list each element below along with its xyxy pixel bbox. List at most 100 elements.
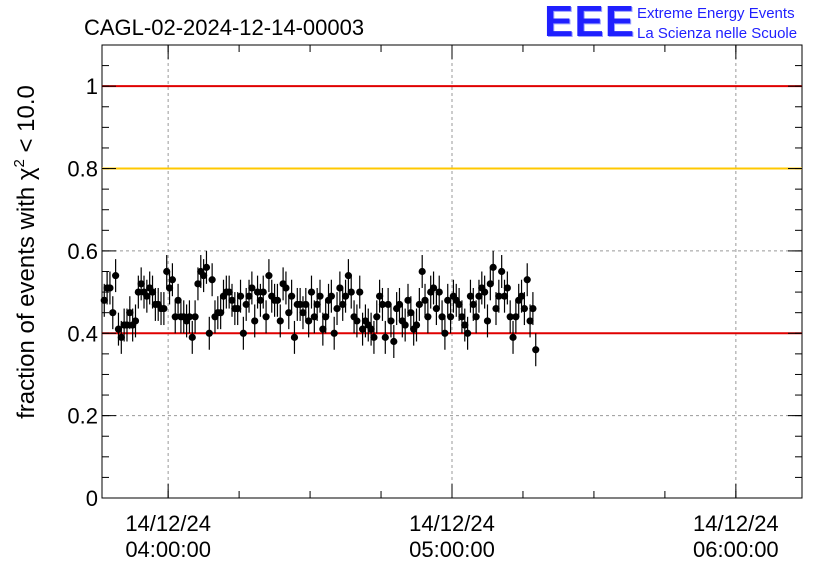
data-point (495, 292, 503, 300)
data-point (520, 304, 528, 313)
data-point (217, 309, 225, 317)
data-point (506, 313, 514, 321)
y-axis-label-prefix: fraction of events with (13, 180, 40, 419)
data-point (512, 313, 520, 321)
logo-line-2: La Scienza nelle Scuole (637, 25, 798, 42)
data-point (134, 288, 142, 296)
y-tick-label: 0.4 (67, 321, 98, 346)
data-point (390, 337, 398, 346)
data-point (288, 292, 296, 300)
y-tick-label: 0.6 (67, 239, 98, 264)
data-point (438, 313, 446, 321)
data-point (441, 329, 449, 337)
data-point (404, 296, 412, 304)
data-point (117, 333, 125, 341)
data-point (319, 325, 327, 333)
logo-line-1: Extreme Energy Events (637, 5, 795, 22)
data-point (370, 333, 378, 341)
y-axis-label-chi: χ (13, 167, 40, 180)
y-axis-label: fraction of events with χ2 < 10.0 (11, 85, 40, 419)
data-point (208, 276, 216, 284)
data-point (174, 296, 182, 304)
data-point (341, 292, 350, 300)
data-point (455, 300, 463, 309)
data-series (100, 250, 540, 367)
data-point (486, 280, 494, 288)
data-point (523, 276, 531, 284)
data-point (313, 300, 321, 309)
data-point (305, 317, 313, 325)
data-point (234, 304, 242, 313)
data-point (356, 288, 364, 296)
data-point (367, 325, 375, 333)
data-point (290, 333, 299, 341)
data-point (171, 313, 179, 321)
data-point (276, 317, 284, 325)
data-point (421, 296, 429, 304)
data-point (344, 272, 352, 280)
data-point (472, 313, 480, 321)
data-point (483, 317, 492, 325)
data-point (395, 300, 404, 309)
data-point (401, 321, 409, 329)
data-point (429, 284, 438, 292)
data-point (228, 296, 236, 304)
data-point (248, 284, 256, 292)
data-point (333, 304, 341, 313)
data-point (148, 288, 157, 296)
data-point (432, 304, 440, 313)
data-point (273, 296, 282, 304)
data-point (256, 296, 264, 304)
data-point (163, 267, 171, 276)
data-point (202, 263, 211, 271)
data-point (500, 292, 509, 300)
data-point (526, 317, 534, 325)
x-tick-time: 05:00:00 (409, 537, 495, 562)
data-point (464, 329, 472, 337)
data-point (126, 309, 134, 317)
data-point (327, 292, 335, 300)
data-point (253, 288, 262, 296)
data-point (239, 329, 247, 337)
data-point (200, 272, 208, 280)
y-tick-label: 0.2 (67, 404, 98, 429)
data-point (509, 333, 517, 341)
data-point (188, 333, 196, 341)
y-axis-label-suffix: < 10.0 (13, 85, 40, 159)
data-point (106, 284, 114, 292)
data-point (378, 300, 387, 309)
data-point (336, 284, 344, 292)
data-point (407, 309, 415, 317)
data-point (373, 313, 381, 321)
data-point (475, 292, 483, 300)
data-point (285, 309, 293, 317)
data-point (492, 304, 500, 313)
x-tick-date: 14/12/24 (125, 511, 211, 536)
data-point (165, 284, 174, 292)
data-point (205, 329, 213, 337)
data-point (376, 292, 384, 300)
data-point (310, 313, 318, 321)
data-point (251, 317, 259, 325)
data-point (469, 300, 477, 309)
data-point (316, 292, 324, 300)
data-point (225, 288, 233, 296)
data-point (123, 321, 131, 329)
data-point (112, 272, 120, 280)
data-point (160, 304, 168, 313)
x-axis: 14/12/2404:00:0014/12/2405:00:0014/12/24… (125, 45, 779, 562)
eee-logo-text: Extreme Energy Events La Scienza nelle S… (637, 4, 797, 44)
data-point (322, 313, 330, 321)
data-point (387, 317, 395, 325)
data-point (143, 292, 151, 300)
data-point (339, 300, 347, 309)
data-point (481, 288, 489, 296)
data-point (259, 288, 267, 296)
data-point (446, 313, 455, 321)
y-axis-label-sup: 2 (11, 159, 28, 167)
data-point (415, 300, 423, 309)
data-point (529, 304, 537, 313)
x-tick-date: 14/12/24 (409, 511, 495, 536)
chart-title: CAGL-02-2024-12-14-00003 (84, 15, 364, 40)
